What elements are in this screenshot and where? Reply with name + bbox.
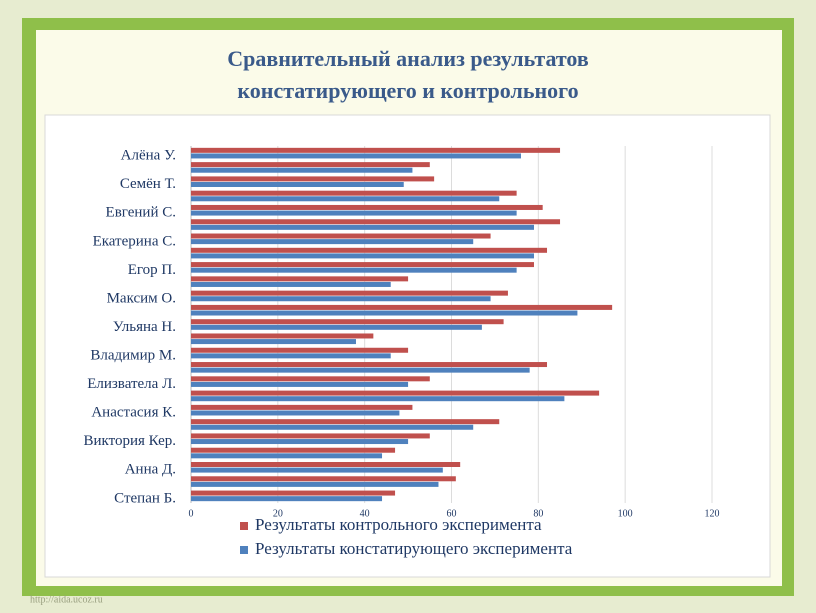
x-tick-label: 120 [705,508,720,519]
bar [191,481,439,487]
bar [191,162,430,168]
bar [191,153,521,159]
bar [191,353,391,359]
bar [191,276,409,282]
bar [191,296,491,302]
bar [191,419,500,425]
y-tick-label: Елизватела Л. [87,376,176,392]
bar [191,490,396,496]
legend-swatch [240,546,248,554]
y-tick-label: Анна Д. [125,462,176,478]
x-tick-label: 40 [360,508,370,519]
x-tick-label: 60 [447,508,457,519]
y-tick-label: Егор П. [128,262,176,278]
bar [191,324,482,330]
bar [191,447,396,453]
bar [191,196,500,202]
bar [191,253,534,259]
bar [191,390,600,396]
bar [191,404,413,410]
legend-label: Результаты контрольного эксперимента [255,515,542,534]
bar [191,281,391,287]
bar [191,381,409,387]
bar [191,424,474,430]
bar [191,204,543,210]
bar [191,339,356,345]
bar [191,310,578,316]
bar [191,304,613,310]
bar [191,147,561,153]
bar [191,267,517,273]
bar [191,453,383,459]
bar [191,167,413,173]
bar [191,396,565,402]
y-tick-label: Анастасия К. [91,405,176,421]
bar [191,439,409,445]
y-tick-label: Екатерина С. [93,233,176,249]
x-tick-label: 20 [273,508,283,519]
bar [191,290,508,296]
bar [191,219,561,225]
chart-title: констатирующего и контрольного [237,78,578,103]
bar [191,233,491,239]
y-tick-label: Ульяна Н. [113,319,176,335]
x-tick-label: 0 [189,508,194,519]
x-tick-label: 80 [533,508,543,519]
bar [191,224,534,230]
bar [191,476,456,482]
bar [191,376,430,382]
watermark: http://aida.ucoz.ru [30,594,103,605]
bar [191,367,530,373]
bar [191,262,534,268]
y-tick-label: Евгений С. [106,205,176,221]
bar [191,433,430,439]
y-tick-label: Семён Т. [120,176,176,192]
bar [191,333,374,339]
bar [191,176,435,182]
bar [191,182,404,187]
bar [191,362,548,368]
y-tick-label: Виктория Кер. [84,433,177,449]
bar [191,347,409,353]
bar [191,239,474,245]
chart-title: Сравнительный анализ результатов [227,46,589,71]
legend-swatch [240,522,248,530]
bar [191,319,504,325]
x-tick-label: 100 [618,508,633,519]
y-tick-label: Алёна У. [121,148,176,164]
y-tick-label: Степан Б. [114,490,176,506]
bar [191,496,383,502]
bar [191,462,461,467]
bar [191,210,517,216]
bar [191,410,400,416]
bar [191,190,517,196]
bar [191,467,443,473]
y-tick-label: Владимир М. [90,347,176,363]
y-tick-label: Максим О. [107,290,176,306]
bar [191,247,548,253]
legend-label: Результаты констатирующего эксперимента [255,539,573,558]
